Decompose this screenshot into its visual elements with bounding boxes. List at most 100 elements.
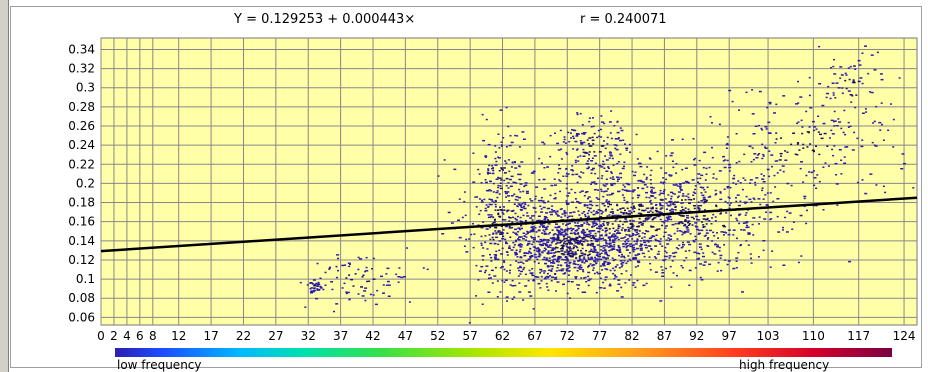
data-point (695, 238, 697, 241)
data-point (903, 162, 906, 165)
data-point (559, 208, 562, 211)
data-point (608, 121, 612, 123)
data-point (832, 92, 835, 94)
data-point (587, 271, 591, 274)
data-point (484, 235, 487, 237)
data-point (745, 221, 749, 223)
data-point (365, 256, 368, 259)
data-point (565, 187, 568, 190)
data-point (532, 170, 536, 173)
data-point (749, 179, 753, 181)
data-point (587, 215, 590, 217)
data-point (892, 146, 895, 148)
data-point (500, 253, 503, 255)
data-point (724, 259, 727, 261)
data-point (800, 119, 803, 122)
data-point (497, 209, 499, 211)
data-point (768, 150, 771, 152)
data-point (670, 218, 673, 221)
data-point (625, 262, 628, 265)
data-point (813, 184, 816, 187)
data-point (585, 249, 587, 252)
data-point (688, 249, 691, 252)
data-point (514, 198, 517, 201)
data-point (540, 244, 543, 247)
data-point (591, 221, 595, 223)
data-point (569, 222, 571, 225)
data-point (352, 285, 355, 287)
data-point (493, 275, 497, 277)
data-point (612, 227, 615, 230)
data-point (797, 261, 800, 264)
data-point (576, 270, 579, 272)
data-point (498, 157, 501, 159)
data-point (617, 246, 620, 248)
data-point (762, 198, 765, 200)
data-point (572, 246, 575, 248)
data-point (601, 175, 604, 177)
data-point (489, 198, 493, 201)
data-point (667, 237, 670, 239)
data-point (707, 245, 710, 247)
data-point (797, 142, 800, 144)
data-point (545, 228, 548, 230)
data-point (545, 212, 549, 214)
data-point (702, 198, 706, 201)
data-point (499, 182, 502, 184)
data-point (835, 125, 839, 127)
data-point (718, 246, 721, 249)
data-point (584, 276, 587, 279)
data-point (683, 209, 685, 211)
data-point (613, 244, 616, 246)
data-point (518, 173, 522, 176)
data-point (659, 300, 663, 302)
data-point (606, 229, 609, 232)
data-point (480, 235, 483, 238)
data-point (669, 202, 672, 204)
data-point (622, 243, 625, 245)
data-point (586, 223, 590, 225)
data-point (544, 217, 548, 219)
data-point (538, 254, 542, 256)
data-point (576, 237, 579, 240)
data-point (637, 225, 640, 227)
data-point (610, 193, 613, 196)
data-point (558, 179, 561, 181)
data-point (461, 216, 464, 219)
data-point (681, 138, 684, 140)
data-point (658, 240, 662, 243)
data-point (527, 279, 530, 282)
data-point (508, 245, 511, 247)
data-point (493, 254, 497, 256)
data-point (558, 232, 561, 234)
data-point (560, 148, 563, 150)
data-point (654, 229, 658, 232)
data-point (579, 258, 582, 261)
data-point (820, 137, 824, 140)
data-point (519, 244, 523, 246)
data-point (597, 189, 600, 191)
data-point (628, 210, 632, 212)
data-point (637, 265, 640, 267)
data-point (608, 157, 611, 159)
data-point (649, 262, 652, 265)
data-point (560, 158, 563, 160)
data-point (659, 181, 662, 184)
data-point (572, 263, 575, 265)
data-point (588, 264, 591, 267)
data-point (664, 250, 667, 252)
data-point (484, 155, 487, 157)
data-point (748, 145, 752, 148)
data-point (597, 258, 600, 260)
data-point (505, 177, 509, 180)
data-point (650, 236, 653, 239)
data-point (504, 238, 507, 241)
data-point (716, 244, 719, 246)
data-point (312, 279, 316, 281)
data-point (879, 129, 882, 131)
data-point (558, 226, 561, 229)
data-point (488, 164, 491, 167)
data-point (532, 241, 535, 243)
data-point (484, 271, 486, 274)
data-point (605, 242, 608, 244)
